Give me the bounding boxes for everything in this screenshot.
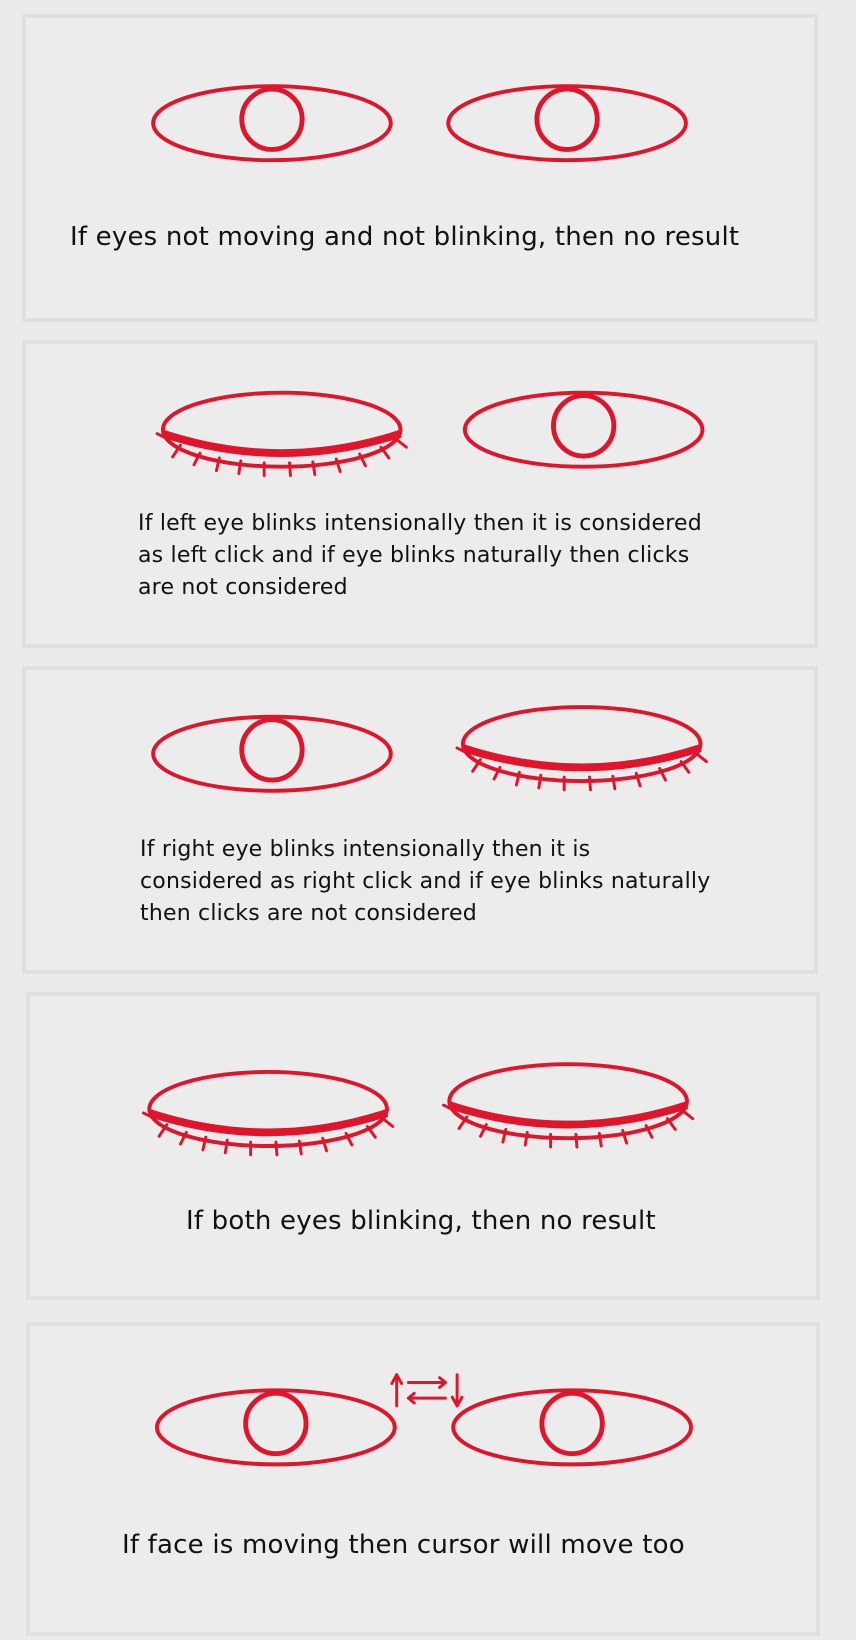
caption-line: If right eye blinks intensionally then i… [140, 837, 591, 862]
eye-pair-illustration [141, 1062, 695, 1157]
panel-both-eyes-blink: If both eyes blinking, then no result [26, 992, 820, 1300]
right-closed-eye-icon [455, 705, 708, 792]
caption-line: If both eyes blinking, then no result [186, 1206, 656, 1236]
panel-caption: If left eye blinks intensionally then it… [138, 508, 702, 604]
eye-pair-illustration [155, 1373, 693, 1467]
caption-line: If face is moving then cursor will move … [122, 1530, 685, 1560]
panel-caption: If right eye blinks intensionally then i… [140, 834, 710, 930]
panel-eyes-open: If eyes not moving and not blinking, the… [22, 14, 818, 322]
right-open-eye-icon [451, 1388, 693, 1467]
swap-arrows-icon [390, 1373, 464, 1408]
caption-line: If left eye blinks intensionally then it… [138, 511, 702, 536]
eye-pair-illustration [151, 84, 688, 163]
panel-caption: If face is moving then cursor will move … [122, 1530, 685, 1560]
right-open-eye-icon [462, 390, 705, 469]
left-closed-eye-icon [155, 390, 408, 477]
panel-right-eye-blink: If right eye blinks intensionally then i… [22, 666, 818, 974]
caption-line: then clicks are not considered [140, 901, 477, 926]
right-open-eye-icon [446, 84, 688, 163]
caption-line: as left click and if eye blinks naturall… [138, 543, 690, 568]
left-closed-eye-icon [141, 1070, 395, 1157]
caption-line: If eyes not moving and not blinking, the… [70, 222, 740, 252]
left-open-eye-icon [151, 714, 393, 793]
panel-left-eye-blink: If left eye blinks intensionally then it… [22, 340, 818, 648]
panel-caption: If both eyes blinking, then no result [186, 1206, 656, 1236]
caption-line: considered as right click and if eye bli… [140, 869, 711, 894]
caption-line: are not considered [138, 575, 348, 600]
panel-caption: If eyes not moving and not blinking, the… [70, 222, 739, 252]
panel-face-moving: If face is moving then cursor will move … [26, 1322, 820, 1636]
left-open-eye-icon [151, 84, 393, 163]
left-open-eye-icon [155, 1388, 397, 1467]
right-closed-eye-icon [441, 1062, 695, 1149]
